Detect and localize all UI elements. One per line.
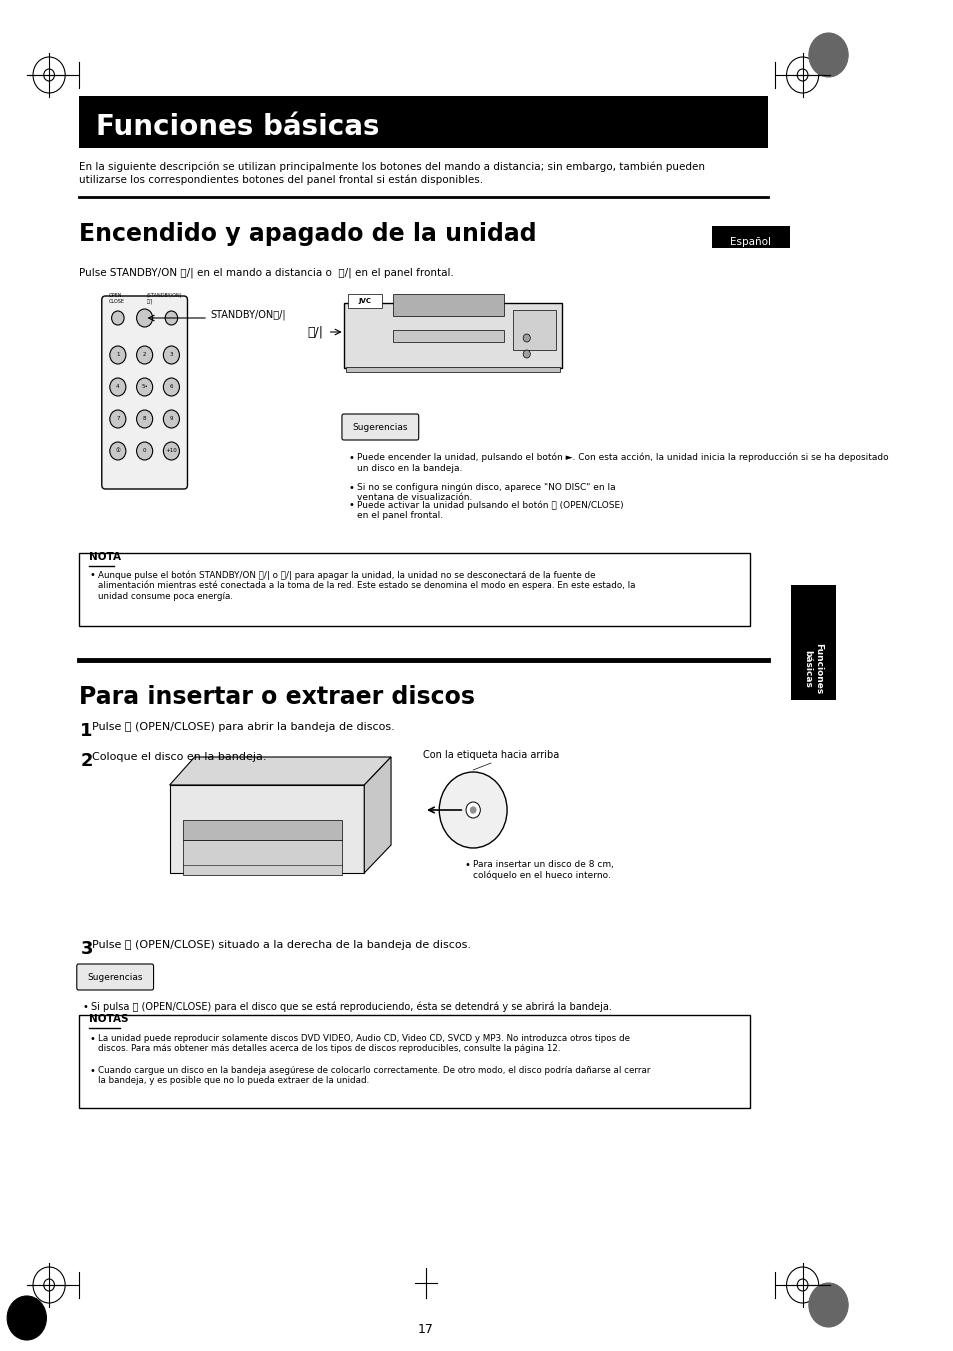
Circle shape	[110, 409, 126, 428]
Circle shape	[163, 378, 179, 396]
Text: En la siguiente descripción se utilizan principalmente los botones del mando a d: En la siguiente descripción se utilizan …	[78, 162, 704, 185]
Circle shape	[522, 334, 530, 342]
Circle shape	[522, 350, 530, 358]
Text: Para insertar un disco de 8 cm,
colóquelo en el hueco interno.: Para insertar un disco de 8 cm, colóquel…	[473, 861, 614, 880]
Text: ⏻/|: ⏻/|	[307, 326, 323, 339]
Text: 2: 2	[143, 353, 146, 358]
Text: 4: 4	[116, 385, 119, 389]
Text: (STANDBY/ON)
⏻/|: (STANDBY/ON) ⏻/|	[146, 293, 182, 304]
Text: JVC: JVC	[358, 299, 372, 304]
Circle shape	[466, 802, 479, 817]
Bar	[343, 303, 562, 367]
Text: +10: +10	[166, 449, 177, 454]
Text: Sugerencias: Sugerencias	[353, 423, 408, 431]
FancyBboxPatch shape	[102, 296, 188, 489]
Circle shape	[808, 32, 847, 77]
Text: •: •	[348, 484, 354, 493]
Text: •: •	[90, 1034, 95, 1044]
Text: •: •	[82, 1002, 88, 1012]
Circle shape	[136, 309, 152, 327]
Text: 3: 3	[170, 353, 173, 358]
Circle shape	[163, 409, 179, 428]
Bar	[183, 820, 341, 840]
Circle shape	[110, 346, 126, 363]
FancyBboxPatch shape	[341, 413, 418, 440]
Circle shape	[112, 311, 124, 326]
Text: •: •	[90, 570, 95, 580]
Circle shape	[163, 442, 179, 459]
Text: Pulse ⏶ (OPEN/CLOSE) situado a la derecha de la bandeja de discos.: Pulse ⏶ (OPEN/CLOSE) situado a la derech…	[91, 940, 471, 950]
Bar	[78, 1015, 749, 1108]
Text: 17: 17	[417, 1323, 434, 1336]
Text: •: •	[348, 453, 354, 463]
Text: •: •	[464, 861, 470, 870]
Bar	[393, 295, 504, 316]
Text: NOTAS: NOTAS	[90, 1015, 129, 1024]
Polygon shape	[170, 757, 391, 785]
Circle shape	[110, 442, 126, 459]
Text: 2: 2	[80, 753, 92, 770]
Text: Pulse ⏶ (OPEN/CLOSE) para abrir la bandeja de discos.: Pulse ⏶ (OPEN/CLOSE) para abrir la bande…	[91, 721, 395, 732]
Bar	[513, 309, 556, 350]
Text: 8: 8	[143, 416, 146, 422]
Text: Encendido y apagado de la unidad: Encendido y apagado de la unidad	[78, 222, 536, 246]
Text: Si no se configura ningún disco, aparece "NO DISC" en la
ventana de visualizació: Si no se configura ningún disco, aparece…	[356, 484, 615, 503]
Circle shape	[438, 771, 507, 848]
Text: Sugerencias: Sugerencias	[88, 973, 143, 981]
Text: Pulse STANDBY/ON ⏻/| en el mando a distancia o  ⏻/| en el panel frontal.: Pulse STANDBY/ON ⏻/| en el mando a dista…	[78, 267, 453, 278]
Bar	[711, 226, 789, 249]
Circle shape	[163, 346, 179, 363]
Circle shape	[808, 1283, 847, 1327]
Text: 7: 7	[116, 416, 119, 422]
Text: Coloque el disco en la bandeja.: Coloque el disco en la bandeja.	[91, 753, 266, 762]
Text: Funciones básicas: Funciones básicas	[96, 113, 379, 141]
Bar	[183, 840, 341, 875]
FancyBboxPatch shape	[76, 965, 153, 990]
Bar	[346, 367, 559, 372]
Circle shape	[110, 378, 126, 396]
Text: OPEN
CLOSE: OPEN CLOSE	[109, 293, 125, 304]
Text: Si pulsa ⏶ (OPEN/CLOSE) para el disco que se está reproduciendo, ésta se detendr: Si pulsa ⏶ (OPEN/CLOSE) para el disco qu…	[91, 1002, 611, 1012]
Polygon shape	[170, 785, 364, 873]
Text: Para insertar o extraer discos: Para insertar o extraer discos	[78, 685, 474, 709]
Text: 1: 1	[80, 721, 92, 740]
Text: 3: 3	[80, 940, 92, 958]
Text: •: •	[348, 500, 354, 509]
Text: Puede activar la unidad pulsando el botón ⏶ (OPEN/CLOSE)
en el panel frontal.: Puede activar la unidad pulsando el botó…	[356, 500, 623, 520]
Circle shape	[470, 807, 476, 813]
Circle shape	[165, 311, 177, 326]
Text: La unidad puede reproducir solamente discos DVD VIDEO, Audio CD, Video CD, SVCD : La unidad puede reproducir solamente dis…	[98, 1034, 630, 1054]
Text: 1: 1	[116, 353, 119, 358]
Circle shape	[7, 1296, 47, 1340]
Text: Con la etiqueta hacia arriba: Con la etiqueta hacia arriba	[422, 750, 558, 761]
Text: 6: 6	[170, 385, 173, 389]
Circle shape	[136, 378, 152, 396]
Bar	[78, 553, 749, 626]
Polygon shape	[364, 757, 391, 873]
Text: 9: 9	[170, 416, 173, 422]
Bar	[78, 96, 767, 149]
Circle shape	[136, 346, 152, 363]
Text: 0: 0	[143, 449, 146, 454]
Text: 5•: 5•	[141, 385, 148, 389]
Text: Cuando cargue un disco en la bandeja asegúrese de colocarlo correctamente. De ot: Cuando cargue un disco en la bandeja ase…	[98, 1066, 650, 1085]
Bar	[348, 295, 382, 308]
Text: Funciones
básicas: Funciones básicas	[802, 643, 822, 694]
Text: STANDBY/ON⏻/|: STANDBY/ON⏻/|	[211, 309, 286, 320]
Circle shape	[136, 409, 152, 428]
Text: Aunque pulse el botón STANDBY/ON ⏻/| o ⏻/| para apagar la unidad, la unidad no s: Aunque pulse el botón STANDBY/ON ⏻/| o ⏻…	[98, 570, 635, 601]
Text: Español: Español	[730, 236, 771, 247]
Text: •: •	[90, 1066, 95, 1075]
Bar	[790, 585, 835, 700]
Text: ①: ①	[115, 449, 120, 454]
Bar	[393, 330, 504, 342]
Text: Puede encender la unidad, pulsando el botón ►. Con esta acción, la unidad inicia: Puede encender la unidad, pulsando el bo…	[356, 453, 888, 473]
Circle shape	[136, 442, 152, 459]
Text: NOTA: NOTA	[90, 553, 121, 562]
